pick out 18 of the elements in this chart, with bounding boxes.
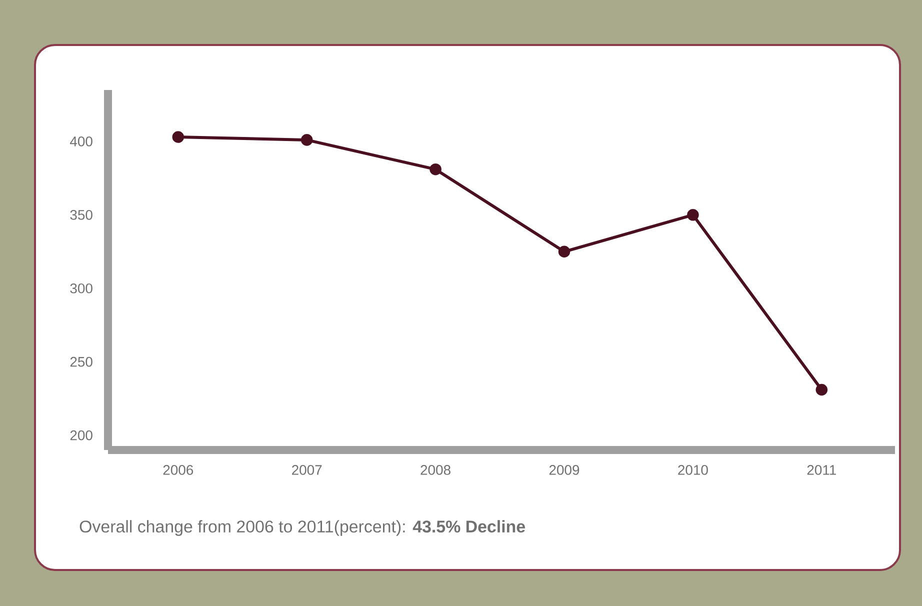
y-tick-label: 200 [70, 430, 92, 440]
x-tick-label: 2011 [807, 465, 836, 475]
x-tick-label: 2006 [163, 465, 194, 475]
y-tick-label: 250 [70, 356, 92, 367]
x-tick-label: 2010 [678, 465, 708, 475]
text: Overall change from 2006 to 2011(percent): 43.5% Decline [80, 520, 525, 536]
point [430, 163, 442, 176]
point [816, 384, 828, 396]
y-tick-label: 400 [70, 136, 92, 146]
point [687, 208, 699, 221]
point [300, 134, 313, 146]
x-tick-label: 2008 [420, 465, 450, 475]
y-tick-label: 300 [70, 283, 92, 294]
point [558, 246, 570, 258]
y-tick-label: 350 [70, 210, 92, 220]
x-tick-label: 2007 [292, 465, 322, 475]
x-tick-label: 2009 [549, 465, 580, 475]
point [172, 131, 184, 143]
